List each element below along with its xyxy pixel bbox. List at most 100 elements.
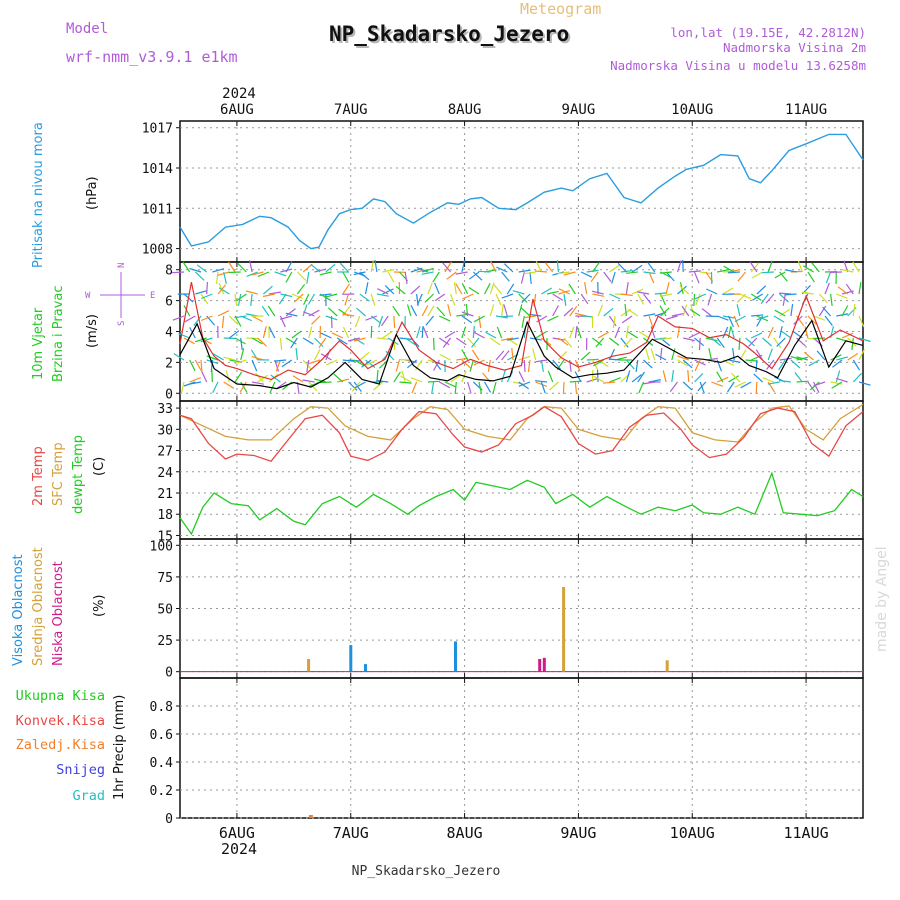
wind-arrow: [767, 348, 773, 361]
wind-arrow: [251, 315, 263, 323]
wind-arrow: [745, 359, 758, 362]
wind-arrow: [263, 285, 273, 295]
wind-arrow: [858, 337, 871, 343]
wind-arrow: [308, 309, 320, 317]
wind-arrow: [308, 359, 321, 365]
wind-arrow: [728, 359, 741, 363]
wind-arrow: [280, 315, 292, 320]
wind-arrow: [752, 293, 763, 301]
wind-arrow: [221, 315, 225, 328]
wind-arrow: [296, 271, 307, 282]
wind-arrow: [682, 381, 693, 391]
wind-arrow: [421, 305, 429, 317]
wind-arrow: [812, 337, 826, 340]
wind-arrow: [295, 348, 298, 361]
wind-arrow: [659, 337, 672, 341]
wind-arrow: [180, 381, 185, 394]
watermark: made by Angel: [874, 546, 890, 652]
wind-arrow: [659, 271, 672, 274]
top-date-label: 9AUG: [562, 102, 596, 118]
wind-arrow: [378, 315, 384, 328]
wind-arrow: [541, 287, 553, 295]
low-cloud-bar: [538, 659, 542, 672]
wind-arrow: [659, 305, 667, 317]
wind-arrow: [597, 304, 603, 317]
wind-arrow: [580, 271, 593, 278]
wind-arrow: [535, 260, 542, 273]
wind-arrow: [779, 271, 788, 282]
wind-arrow: [433, 337, 435, 351]
wind-arrow: [302, 304, 308, 317]
temperature-ytick-label: 30: [157, 423, 173, 438]
precip-unit: 1hr Precip (mm): [112, 695, 127, 800]
wind-arrow: [665, 315, 678, 320]
wind-arrow: [416, 326, 421, 339]
wind-arrow: [281, 359, 293, 368]
wind-arrow: [595, 337, 605, 348]
wind-arrow: [444, 331, 456, 339]
wind-arrow: [501, 337, 514, 341]
wind-arrow: [274, 271, 287, 277]
wind-arrow: [851, 337, 854, 350]
wind-arrow: [676, 260, 682, 273]
wind-ytick-label: 6: [165, 295, 173, 310]
wind-arrow: [535, 380, 548, 383]
wind-arrow: [816, 350, 826, 361]
wind-arrow: [194, 359, 202, 371]
wind-arrow: [239, 381, 247, 393]
wind-arrow: [342, 271, 350, 283]
wind-arrow: [267, 305, 276, 317]
wind-arrow: [496, 326, 503, 339]
wind-arrow: [361, 359, 372, 368]
wind-arrow: [278, 293, 287, 305]
wind-arrow: [461, 260, 466, 273]
wind-arrow: [603, 271, 612, 282]
wind-arrow: [200, 359, 203, 373]
wind-arrow: [722, 326, 729, 339]
wind-arrow: [438, 337, 450, 346]
wind-arrow: [319, 381, 332, 384]
wind-arrow: [767, 326, 774, 339]
wind-arrow: [755, 381, 758, 395]
wind-arrow: [395, 359, 401, 372]
wind-arrow: [699, 381, 705, 394]
wind-arrow: [319, 271, 332, 276]
wind-arrow: [694, 372, 704, 383]
sfc-temp-line: [179, 403, 864, 443]
wind-arrow: [411, 381, 418, 394]
wind-arrow: [228, 315, 239, 325]
wind-arrow: [223, 356, 236, 361]
wind-arrow: [813, 381, 820, 393]
wind-arrow: [506, 337, 519, 341]
wind-arrow: [376, 337, 389, 340]
compass-rose: W E N S: [85, 263, 155, 326]
wind-arrow: [236, 293, 247, 302]
precip-bar: [308, 815, 313, 818]
model-altitude-label: Nadmorska Visina u modelu 13.6258m: [610, 58, 866, 73]
wind-arrow: [662, 370, 667, 383]
wind-arrow: [392, 305, 400, 317]
dewpt-line: [179, 471, 864, 536]
wind-arrow: [739, 293, 752, 300]
wind-arrow: [270, 374, 281, 383]
wind-arrow: [762, 337, 772, 347]
top-date-label: 6AUG: [220, 102, 254, 118]
wind-arrow: [280, 293, 293, 298]
wind-arrow: [645, 348, 650, 361]
wind-arrow: [307, 293, 316, 305]
wind-arrow: [756, 285, 767, 295]
wind-arrow: [760, 293, 769, 305]
wind-arrow: [183, 305, 191, 317]
wind-arrow: [325, 263, 336, 273]
wind-arrow: [852, 359, 861, 371]
bottom-date-labels: 6AUG 7AUG 8AUG 9AUG 10AUG 11AUG: [219, 824, 829, 842]
wind-arrow: [314, 337, 324, 347]
wind-arrow: [527, 359, 531, 372]
wind-arrow: [802, 265, 814, 273]
wind-arrow: [173, 353, 185, 361]
compass-south: S: [117, 321, 127, 326]
wind-arrow: [740, 381, 752, 389]
wind-arrow: [784, 293, 797, 296]
wind-arrow: [625, 370, 631, 383]
wind-arrow: [518, 381, 531, 387]
